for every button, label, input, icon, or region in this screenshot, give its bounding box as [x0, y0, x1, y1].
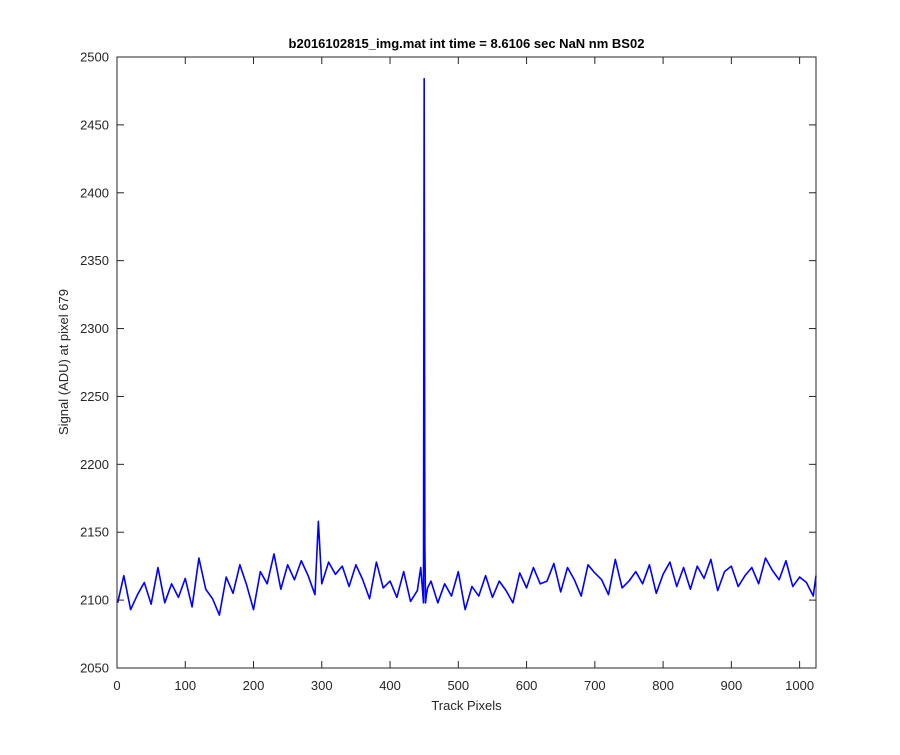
- x-tick-label: 800: [652, 678, 674, 693]
- y-tick-label: 2300: [80, 321, 109, 336]
- x-tick-label: 100: [174, 678, 196, 693]
- y-tick-label: 2050: [80, 661, 109, 676]
- y-tick-label: 2200: [80, 457, 109, 472]
- y-tick-label: 2400: [80, 185, 109, 200]
- x-tick-label: 700: [584, 678, 606, 693]
- x-tick-label: 200: [243, 678, 265, 693]
- chart-title: b2016102815_img.mat int time = 8.6106 se…: [289, 36, 645, 51]
- x-tick-label: 1000: [785, 678, 814, 693]
- x-tick-label: 900: [721, 678, 743, 693]
- y-tick-label: 2450: [80, 117, 109, 132]
- y-axis-label: Signal (ADU) at pixel 679: [56, 289, 71, 435]
- y-tick-label: 2350: [80, 253, 109, 268]
- x-tick-label: 0: [113, 678, 120, 693]
- y-tick-label: 2150: [80, 525, 109, 540]
- plot-area: [117, 57, 816, 668]
- x-axis-label: Track Pixels: [431, 698, 502, 713]
- x-tick-label: 300: [311, 678, 333, 693]
- x-tick-label: 400: [379, 678, 401, 693]
- y-tick-label: 2250: [80, 389, 109, 404]
- series-layer: [116, 77, 817, 616]
- series-line: [116, 77, 817, 616]
- x-tick-label: 600: [516, 678, 538, 693]
- axes-box: [116, 56, 817, 669]
- y-tick-label: 2500: [80, 50, 109, 65]
- ticks-layer: 0 100 200 300 400 500 600 700 800 900 1000 2050 2100…: [80, 50, 816, 693]
- x-tick-label: 500: [447, 678, 469, 693]
- y-tick-label: 2100: [80, 593, 109, 608]
